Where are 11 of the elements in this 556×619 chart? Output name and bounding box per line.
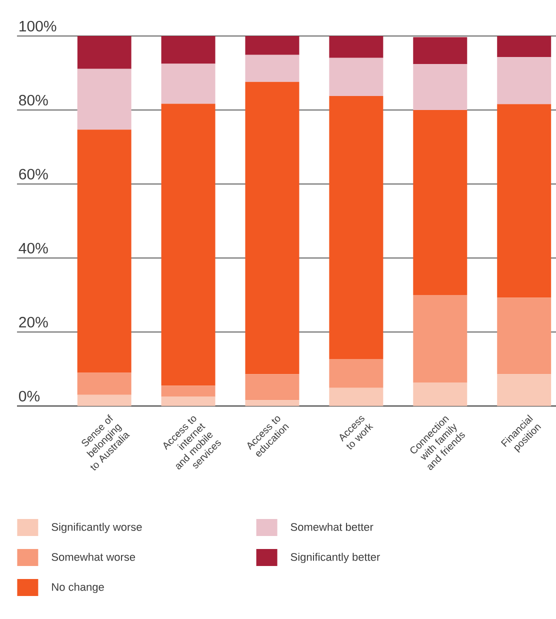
legend-label: Somewhat better — [290, 522, 374, 531]
legend-label: Significantly worse — [52, 522, 142, 534]
legend-label: No change — [52, 582, 104, 594]
y-tick-label: 60% — [19, 168, 48, 180]
y-tick-label: 40% — [18, 242, 48, 254]
y-tick-label: 80% — [19, 94, 48, 106]
legend-label: Significantly better — [290, 552, 380, 564]
y-tick-label: 20% — [19, 316, 48, 328]
y-tick-label: 0% — [18, 390, 40, 402]
legend-label: Somewhat worse — [52, 552, 136, 561]
y-tick-label: 100% — [20, 20, 56, 32]
